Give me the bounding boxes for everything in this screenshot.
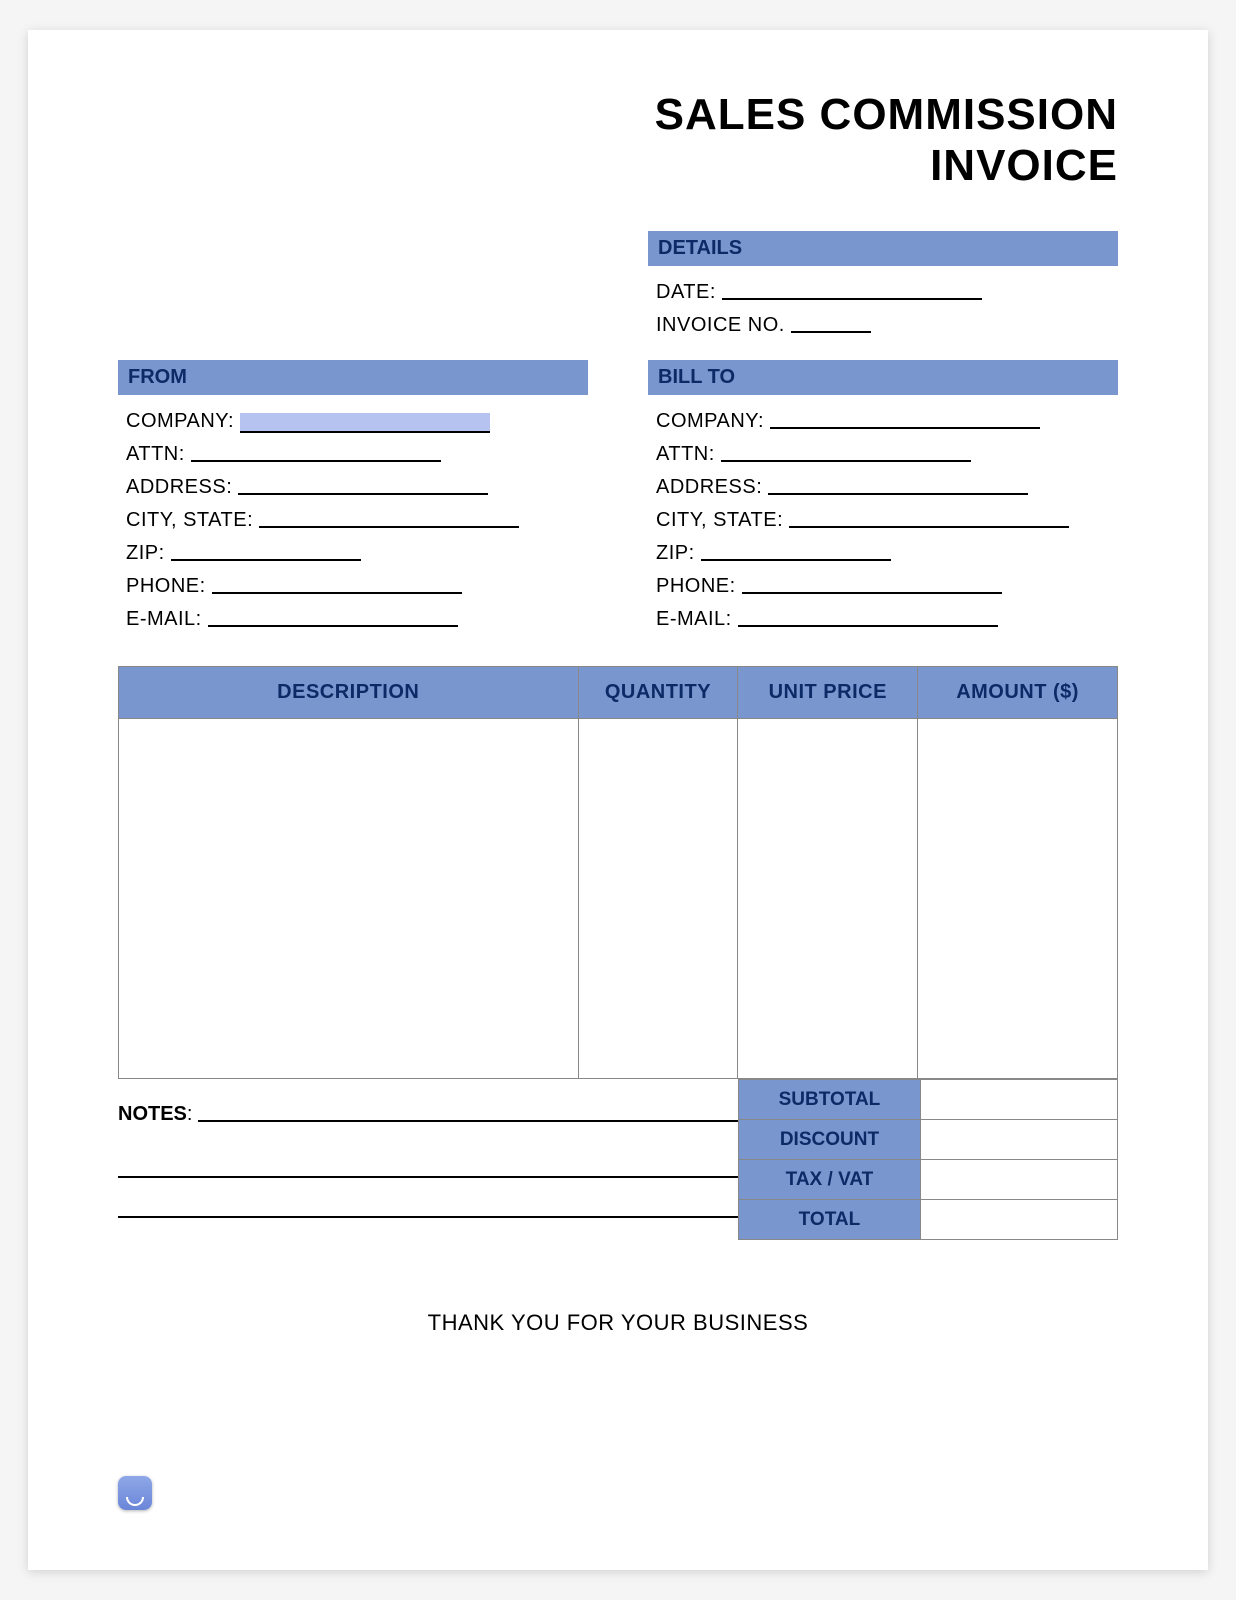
from-label-4: ZIP: (126, 542, 165, 565)
billto-field-5[interactable]: PHONE: (648, 570, 1118, 603)
items-table: DESCRIPTION QUANTITY UNIT PRICE AMOUNT (… (118, 666, 1118, 1079)
from-line-0[interactable] (240, 413, 490, 433)
thank-you-text: THANK YOU FOR YOUR BUSINESS (118, 1310, 1118, 1336)
from-section: FROM COMPANY: ATTN: ADDRESS: CITY, STATE: ZI… (118, 360, 588, 636)
totals-row-2: TAX / VAT (739, 1160, 1118, 1200)
billto-line-0[interactable] (770, 427, 1040, 429)
cell-amount[interactable] (918, 719, 1118, 1079)
billto-line-6[interactable] (738, 625, 998, 627)
title-line-1: SALES COMMISSION (655, 90, 1118, 139)
cell-quantity[interactable] (578, 719, 738, 1079)
billto-field-6[interactable]: E-MAIL: (648, 603, 1118, 636)
from-line-6[interactable] (208, 625, 458, 627)
items-body-row[interactable] (119, 719, 1118, 1079)
totals-label-2: TAX / VAT (739, 1160, 921, 1200)
page-title: SALES COMMISSION INVOICE (118, 90, 1118, 191)
cell-unit-price[interactable] (738, 719, 918, 1079)
notes-line-1[interactable] (198, 1120, 738, 1122)
from-header: FROM (118, 360, 588, 395)
from-field-2[interactable]: ADDRESS: (118, 471, 588, 504)
billto-label-3: CITY, STATE: (656, 509, 783, 532)
billto-line-4[interactable] (701, 559, 891, 561)
date-line (722, 298, 982, 300)
notes-line-3[interactable] (118, 1194, 738, 1218)
address-row: FROM COMPANY: ATTN: ADDRESS: CITY, STATE: ZI… (118, 360, 1118, 636)
items-header-row: DESCRIPTION QUANTITY UNIT PRICE AMOUNT (… (119, 667, 1118, 719)
cell-description[interactable] (119, 719, 579, 1079)
totals-row-0: SUBTOTAL (739, 1080, 1118, 1120)
invoice-no-line (791, 331, 871, 333)
billto-line-5[interactable] (742, 592, 1002, 594)
from-line-3[interactable] (259, 526, 519, 528)
details-row: DETAILS DATE: INVOICE NO. (118, 231, 1118, 342)
invoice-page: SALES COMMISSION INVOICE DETAILS DATE: I… (28, 30, 1208, 1570)
from-label-3: CITY, STATE: (126, 509, 253, 532)
billto-field-0[interactable]: COMPANY: (648, 405, 1118, 438)
details-header: DETAILS (648, 231, 1118, 266)
billto-line-1[interactable] (721, 460, 971, 462)
smile-icon (126, 1497, 144, 1506)
col-quantity: QUANTITY (578, 667, 738, 719)
from-field-1[interactable]: ATTN: (118, 438, 588, 471)
details-spacer (118, 231, 588, 342)
totals-table: SUBTOTALDISCOUNTTAX / VATTOTAL (738, 1079, 1118, 1240)
from-label-2: ADDRESS: (126, 476, 232, 499)
from-line-2[interactable] (238, 493, 488, 495)
from-field-4[interactable]: ZIP: (118, 537, 588, 570)
totals-row-1: DISCOUNT (739, 1120, 1118, 1160)
notes-totals-row: NOTES: SUBTOTALDISCOUNTTAX / VATTOTAL (118, 1079, 1118, 1240)
notes-section: NOTES: (118, 1079, 738, 1240)
from-line-4[interactable] (171, 559, 361, 561)
billto-section: BILL TO COMPANY: ATTN: ADDRESS: CITY, STATE… (648, 360, 1118, 636)
title-line-2: INVOICE (930, 141, 1118, 190)
billto-label-1: ATTN: (656, 443, 715, 466)
from-field-3[interactable]: CITY, STATE: (118, 504, 588, 537)
billto-label-2: ADDRESS: (656, 476, 762, 499)
from-field-5[interactable]: PHONE: (118, 570, 588, 603)
from-label-5: PHONE: (126, 575, 206, 598)
notes-line-2[interactable] (118, 1154, 738, 1178)
totals-value-1[interactable] (920, 1120, 1117, 1160)
billto-line-2[interactable] (768, 493, 1028, 495)
notes-label: NOTES: (118, 1103, 192, 1126)
col-amount: AMOUNT ($) (918, 667, 1118, 719)
totals-row-3: TOTAL (739, 1200, 1118, 1240)
totals-label-0: SUBTOTAL (739, 1080, 921, 1120)
billto-line-3[interactable] (789, 526, 1069, 528)
col-unit-price: UNIT PRICE (738, 667, 918, 719)
from-label-0: COMPANY: (126, 410, 234, 433)
details-section: DETAILS DATE: INVOICE NO. (648, 231, 1118, 342)
from-line-5[interactable] (212, 592, 462, 594)
totals-label-3: TOTAL (739, 1200, 921, 1240)
billto-field-4[interactable]: ZIP: (648, 537, 1118, 570)
billto-label-4: ZIP: (656, 542, 695, 565)
invoice-no-field[interactable]: INVOICE NO. (648, 309, 1118, 342)
from-label-1: ATTN: (126, 443, 185, 466)
date-label: DATE: (656, 281, 716, 304)
totals-value-2[interactable] (920, 1160, 1117, 1200)
billto-header: BILL TO (648, 360, 1118, 395)
billto-field-3[interactable]: CITY, STATE: (648, 504, 1118, 537)
app-badge-icon (118, 1476, 152, 1510)
from-field-6[interactable]: E-MAIL: (118, 603, 588, 636)
billto-field-2[interactable]: ADDRESS: (648, 471, 1118, 504)
from-line-1[interactable] (191, 460, 441, 462)
billto-label-0: COMPANY: (656, 410, 764, 433)
notes-first-line[interactable]: NOTES: (118, 1103, 738, 1126)
col-description: DESCRIPTION (119, 667, 579, 719)
invoice-no-label: INVOICE NO. (656, 314, 785, 337)
from-label-6: E-MAIL: (126, 608, 202, 631)
date-field[interactable]: DATE: (648, 276, 1118, 309)
billto-label-5: PHONE: (656, 575, 736, 598)
totals-value-3[interactable] (920, 1200, 1117, 1240)
billto-label-6: E-MAIL: (656, 608, 732, 631)
totals-value-0[interactable] (920, 1080, 1117, 1120)
totals-label-1: DISCOUNT (739, 1120, 921, 1160)
from-field-0[interactable]: COMPANY: (118, 405, 588, 438)
billto-field-1[interactable]: ATTN: (648, 438, 1118, 471)
